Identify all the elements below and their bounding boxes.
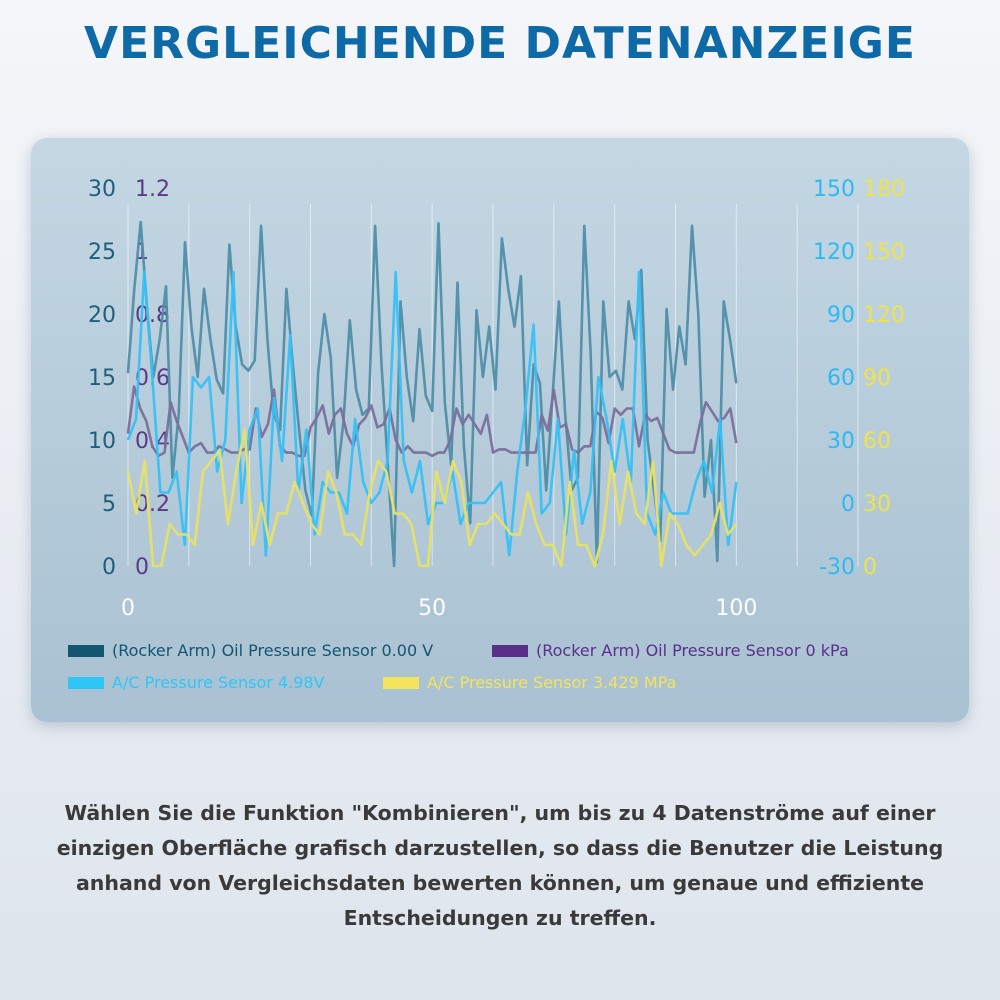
legend-entry-1: (Rocker Arm) Oil Pressure Sensor 0.00 V — [68, 641, 433, 660]
y-tick-label: 120 — [863, 303, 905, 328]
y-tick-label: 90 — [863, 366, 891, 391]
legend-swatch — [68, 644, 104, 657]
y-tick-label: 60 — [827, 366, 855, 391]
page-title: VERGLEICHENDE DATENANZEIGE — [84, 18, 916, 69]
legend-entry-3: A/C Pressure Sensor 4.98V — [68, 673, 325, 692]
y-tick-label: 25 — [88, 240, 116, 265]
description-text: Wählen Sie die Funktion "Kombinieren", u… — [56, 801, 944, 930]
y-tick-label: 1.2 — [135, 177, 170, 202]
legend-entry-2: (Rocker Arm) Oil Pressure Sensor 0 kPa — [492, 641, 849, 660]
y-tick-label: 60 — [863, 429, 891, 454]
y-tick-label: 0 — [102, 555, 116, 580]
legend-entry-4: A/C Pressure Sensor 3.429 MPa — [383, 673, 676, 692]
x-tick-label: 0 — [121, 596, 135, 621]
multi-axis-line-chart: 0 50 1003025201510501.210.80.60.40.2015012… — [88, 177, 905, 621]
y-tick-label: 150 — [863, 240, 905, 265]
legend-label: (Rocker Arm) Oil Pressure Sensor 0 kPa — [536, 641, 849, 660]
y-tick-label: 90 — [827, 303, 855, 328]
y-tick-label: 30 — [863, 492, 891, 517]
y-tick-label: -30 — [819, 555, 855, 580]
series-line-1 — [126, 220, 738, 568]
y-tick-label: 0 — [841, 492, 855, 517]
legend-swatch — [383, 676, 419, 689]
y-tick-label: 5 — [102, 492, 116, 517]
chart-legend: (Rocker Arm) Oil Pressure Sensor 0.00 V (… — [31, 138, 969, 722]
legend-label: A/C Pressure Sensor 4.98V — [112, 673, 325, 692]
y-tick-label: 20 — [88, 303, 116, 328]
x-tick-label: 50 — [418, 596, 446, 621]
legend-label: A/C Pressure Sensor 3.429 MPa — [427, 673, 677, 692]
x-tick-label: 100 — [715, 596, 757, 621]
y-tick-label: 120 — [813, 240, 855, 265]
series-line-4 — [126, 428, 738, 568]
legend-swatch — [492, 644, 528, 657]
y-tick-label: 30 — [88, 177, 116, 202]
y-tick-label: 0 — [135, 555, 149, 580]
y-tick-label: 0.2 — [135, 492, 170, 517]
y-tick-label: 180 — [863, 177, 905, 202]
y-tick-label: 15 — [88, 366, 116, 391]
y-tick-label: 10 — [88, 429, 116, 454]
legend-label: (Rocker Arm) Oil Pressure Sensor 0.00 V — [112, 641, 434, 660]
chart-panel: 0 50 100 30 25 20 15 10 5 0 1.2 1 0.8 0.6 0.4 0.2 0 150 12… — [31, 138, 969, 722]
legend-swatch — [68, 676, 104, 689]
y-tick-label: 0 — [863, 555, 877, 580]
y-tick-label: 150 — [813, 177, 855, 202]
series-line-2 — [126, 385, 738, 458]
y-tick-label: 30 — [827, 429, 855, 454]
